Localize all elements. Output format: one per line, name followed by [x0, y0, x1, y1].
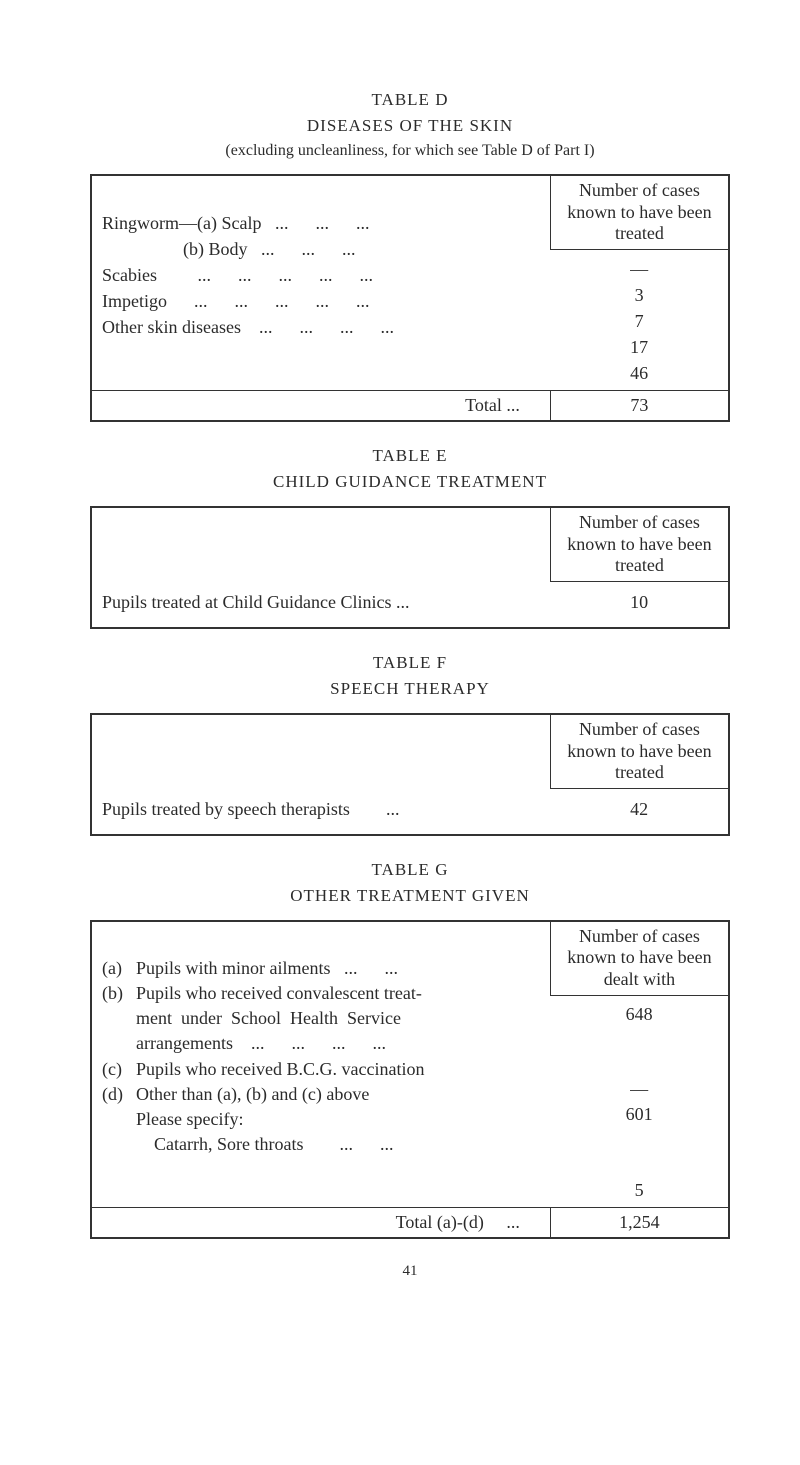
table-row: Scabies ... ... ... ... ...	[102, 262, 540, 288]
table-g: (a)Pupils with minor ailments ... ...(b)…	[90, 920, 730, 1239]
table-value: 601	[560, 1102, 718, 1127]
table-f-heading: SPEECH THERAPY	[90, 679, 730, 699]
table-g-total-label: Total (a)-(d) ...	[91, 1208, 550, 1239]
table-value	[560, 1027, 718, 1052]
table-g-heading: OTHER TREATMENT GIVEN	[90, 886, 730, 906]
table-f-label: TABLE F	[90, 653, 730, 673]
table-value: —	[560, 1077, 718, 1102]
table-d-total-label: Total ...	[91, 391, 550, 422]
table-d-col-header: Number of cases known to have been treat…	[550, 175, 729, 249]
table-row: (a)Pupils with minor ailments ... ...	[102, 956, 540, 981]
table-e: Pupils treated at Child Guidance Clinics…	[90, 506, 730, 629]
table-row: (c)Pupils who received B.C.G. vaccinatio…	[102, 1057, 540, 1082]
table-e-row-label: Pupils treated at Child Guidance Clinics…	[91, 507, 550, 628]
table-d-label: TABLE D	[90, 90, 730, 110]
table-d-sub: (excluding uncleanliness, for which see …	[90, 142, 730, 160]
table-d-titles: TABLE D DISEASES OF THE SKIN (excluding …	[90, 90, 730, 160]
table-d-heading: DISEASES OF THE SKIN	[90, 116, 730, 136]
table-g-total-value: 1,254	[550, 1208, 729, 1239]
table-value: 3	[560, 282, 718, 308]
table-row: (b) Body ... ... ...	[102, 236, 540, 262]
table-f-col-header: Number of cases known to have been treat…	[550, 714, 729, 788]
table-value: 46	[560, 360, 718, 386]
table-e-label: TABLE E	[90, 446, 730, 466]
table-e-heading: CHILD GUIDANCE TREATMENT	[90, 472, 730, 492]
page-number: 41	[90, 1263, 730, 1280]
table-f-row-value: 42	[550, 788, 729, 835]
table-row: (d)Other than (a), (b) and (c) above	[102, 1082, 540, 1107]
table-value	[560, 1153, 718, 1178]
table-row: Catarrh, Sore throats ... ...	[102, 1132, 540, 1157]
table-value: 648	[560, 1002, 718, 1027]
table-value	[560, 1052, 718, 1077]
table-g-col-header: Number of cases known to have been dealt…	[550, 921, 729, 995]
table-row: Ringworm—(a) Scalp ... ... ...	[102, 210, 540, 236]
table-row: (b)Pupils who received convalescent trea…	[102, 981, 540, 1006]
table-row: Impetigo ... ... ... ... ...	[102, 288, 540, 314]
table-e-row-value: 10	[550, 582, 729, 629]
table-f-titles: TABLE F SPEECH THERAPY	[90, 653, 730, 699]
table-d: Ringworm—(a) Scalp ... ... ... (b) Body …	[90, 174, 730, 422]
table-d-values: —371746	[550, 249, 729, 390]
table-f: Pupils treated by speech therapists ... …	[90, 713, 730, 836]
table-value: 17	[560, 334, 718, 360]
table-d-total-value: 73	[550, 391, 729, 422]
table-row: Please specify:	[102, 1107, 540, 1132]
table-g-label: TABLE G	[90, 860, 730, 880]
table-row: arrangements ... ... ... ...	[102, 1031, 540, 1056]
table-d-body: Ringworm—(a) Scalp ... ... ... (b) Body …	[91, 175, 550, 391]
table-row: ment under School Health Service	[102, 1006, 540, 1031]
table-value	[560, 1128, 718, 1153]
table-g-body: (a)Pupils with minor ailments ... ...(b)…	[91, 921, 550, 1208]
table-e-titles: TABLE E CHILD GUIDANCE TREATMENT	[90, 446, 730, 492]
table-e-col-header: Number of cases known to have been treat…	[550, 507, 729, 581]
table-value: 5	[560, 1178, 718, 1203]
table-f-row-label: Pupils treated by speech therapists ...	[91, 714, 550, 835]
table-g-titles: TABLE G OTHER TREATMENT GIVEN	[90, 860, 730, 906]
table-row: Other skin diseases ... ... ... ...	[102, 314, 540, 340]
table-value: —	[560, 256, 718, 282]
table-g-values: 648 —601 5	[550, 995, 729, 1208]
table-value: 7	[560, 308, 718, 334]
